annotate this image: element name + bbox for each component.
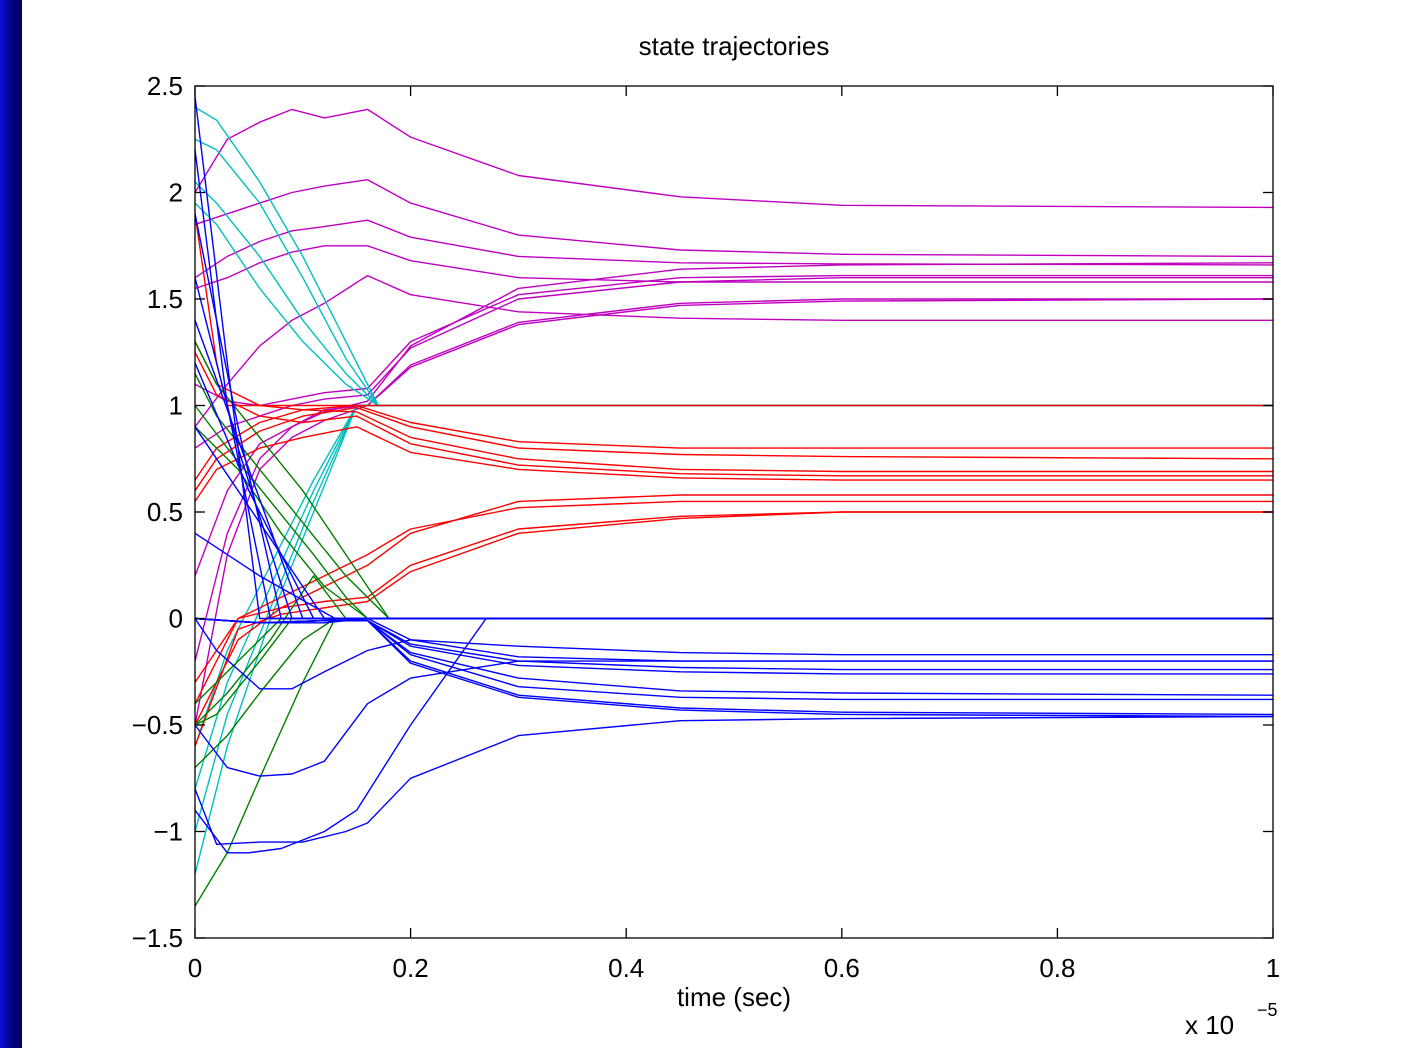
chart-title: state trajectories — [639, 31, 830, 61]
series-line-red-24 — [194, 494, 1273, 726]
series-line-blue-47 — [194, 617, 1273, 671]
series-line-blue-53 — [194, 660, 1273, 777]
series-line-blue-37 — [194, 96, 1273, 620]
series-line-red-19 — [194, 404, 1273, 481]
series-line-blue-50 — [194, 617, 1273, 701]
series-line-magenta-1 — [194, 178, 1274, 258]
y-tick-label: 0 — [169, 604, 183, 634]
series-line-blue-42 — [194, 362, 1273, 620]
series-line-blue-55 — [194, 715, 1274, 845]
y-tick-label: −1 — [153, 817, 183, 847]
series-line-red-18 — [194, 213, 1273, 407]
series-line-cyan-11 — [194, 138, 1273, 407]
chart-panel — [22, 0, 1403, 1048]
y-tick-label: −1.5 — [132, 923, 183, 953]
y-tick-label: 1 — [169, 391, 183, 421]
y-tick-label: 0.5 — [147, 497, 183, 527]
y-tick-label: 2 — [169, 178, 183, 208]
x-tick-label: 1 — [1266, 953, 1280, 983]
series-line-green-36 — [194, 617, 1273, 769]
series-line-red-25 — [194, 500, 1273, 705]
axes-layer: 0 0.2 0.4 0.6 0.8 1 −1.5 −1 −0.5 0 0.5 1 1.5 2 2.5 — [132, 71, 1281, 983]
series-line-red-26 — [194, 511, 1273, 683]
series-line-cyan-10 — [194, 106, 1273, 407]
x-tick-label: 0.6 — [824, 953, 860, 983]
series-line-red-21 — [194, 341, 1273, 473]
series-line-blue-44 — [194, 532, 1273, 620]
x-exponent-label: x 10 — [1185, 1010, 1234, 1040]
series-line-blue-52 — [194, 617, 1274, 718]
x-tick-label: 0.4 — [608, 953, 644, 983]
series-layer — [194, 96, 1274, 907]
series-line-blue-48 — [194, 617, 1273, 675]
x-axis-label: time (sec) — [677, 982, 791, 1012]
series-line-magenta-4 — [194, 274, 1273, 428]
series-line-blue-45 — [194, 618, 1273, 690]
series-line-magenta-0 — [194, 108, 1274, 209]
series-line-magenta-2 — [194, 219, 1274, 279]
x-tick-label: 0 — [188, 953, 202, 983]
x-tick-label: 0.2 — [393, 953, 429, 983]
series-line-cyan-12 — [194, 181, 1273, 407]
series-line-blue-49 — [194, 617, 1274, 696]
series-line-magenta-3 — [194, 245, 1273, 290]
series-line-magenta-5 — [194, 274, 1273, 407]
x-exponent-power: −5 — [1257, 1000, 1278, 1020]
x-tick-label: 0.8 — [1039, 953, 1075, 983]
y-tick-label: 2.5 — [147, 71, 183, 101]
series-line-cyan-16 — [194, 404, 1273, 790]
series-line-blue-54 — [194, 617, 1273, 854]
series-line-red-23 — [194, 426, 1273, 502]
y-tick-label: −0.5 — [132, 710, 183, 740]
y-tick-label: 1.5 — [147, 284, 183, 314]
series-line-magenta-7 — [194, 262, 1274, 577]
series-line-green-29 — [194, 373, 1273, 620]
series-line-red-27 — [194, 511, 1273, 747]
series-line-red-22 — [194, 351, 1273, 477]
series-line-cyan-17 — [194, 404, 1273, 747]
